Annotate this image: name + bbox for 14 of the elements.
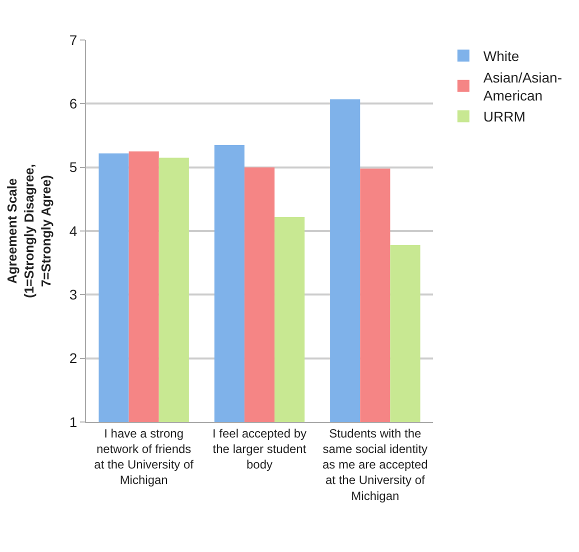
y-axis-title: Agreement Scale (1=Strongly Disagree, 7=Strongly Agree) (4, 164, 54, 298)
x-tick-label: Students with the same social identity as me are accepted at the University of Michigan (322, 426, 428, 503)
legend-label: Asian/Asian-American (483, 69, 562, 104)
y-tick-label: 7 (69, 32, 78, 48)
x-tick-label: I have a strong network of friends at the University of Michigan (94, 426, 194, 488)
y-tick-label: 6 (69, 96, 78, 112)
y-tick-label: 3 (69, 286, 78, 303)
legend-label: URRM (483, 108, 526, 125)
legend-label: White (483, 48, 520, 64)
y-tick-label: 5 (69, 159, 78, 176)
y-tick-label: 1 (69, 414, 78, 430)
y-tick-label: 4 (69, 222, 78, 239)
y-tick-label: 2 (69, 350, 78, 366)
x-tick-label: I feel accepted by the larger student body (212, 426, 307, 472)
